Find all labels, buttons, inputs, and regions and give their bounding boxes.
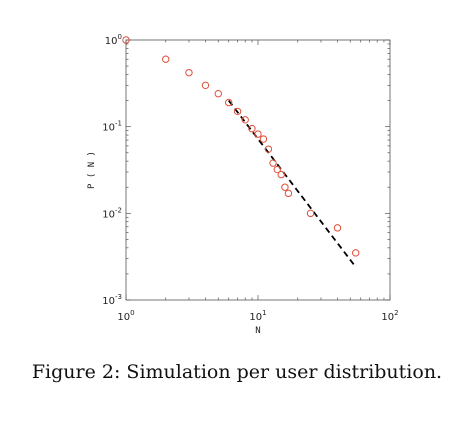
x-axis-label: N [255, 326, 260, 336]
data-point [162, 55, 170, 63]
data-point [273, 165, 281, 174]
data-point [281, 183, 289, 191]
axis-ticks [125, 39, 391, 301]
data-point [269, 159, 277, 167]
y-tick-label: 10-1 [102, 120, 122, 134]
data-point [264, 145, 273, 153]
x-tick-label: 101 [249, 309, 266, 323]
data-point [214, 90, 222, 98]
power-law-fit-line [228, 100, 357, 268]
data-point [333, 224, 342, 232]
data-point [233, 107, 242, 116]
data-point [248, 124, 256, 133]
x-tick-label: 100 [117, 309, 134, 323]
data-point [225, 98, 233, 107]
data-point [306, 209, 315, 218]
figure-caption: Figure 2: Simulation per user distributi… [31, 361, 443, 383]
data-point [352, 249, 360, 257]
y-tick-label: 10-3 [102, 293, 122, 307]
data-point [259, 135, 268, 143]
data-point [185, 68, 193, 77]
data-point [201, 81, 210, 90]
data-point [122, 36, 130, 44]
data-point [277, 170, 285, 179]
y-tick-label: 10-2 [102, 206, 122, 220]
data-point [241, 116, 249, 124]
x-tick-label: 102 [381, 309, 398, 323]
y-axis-label: P ( N ) [87, 151, 97, 189]
data-point [284, 189, 293, 198]
data-marks [122, 36, 360, 268]
y-tick-label: 100 [105, 33, 122, 47]
data-point [254, 130, 262, 138]
tick-labels: 100 101 102 10-3 10-2 10-1 100 [102, 33, 398, 323]
